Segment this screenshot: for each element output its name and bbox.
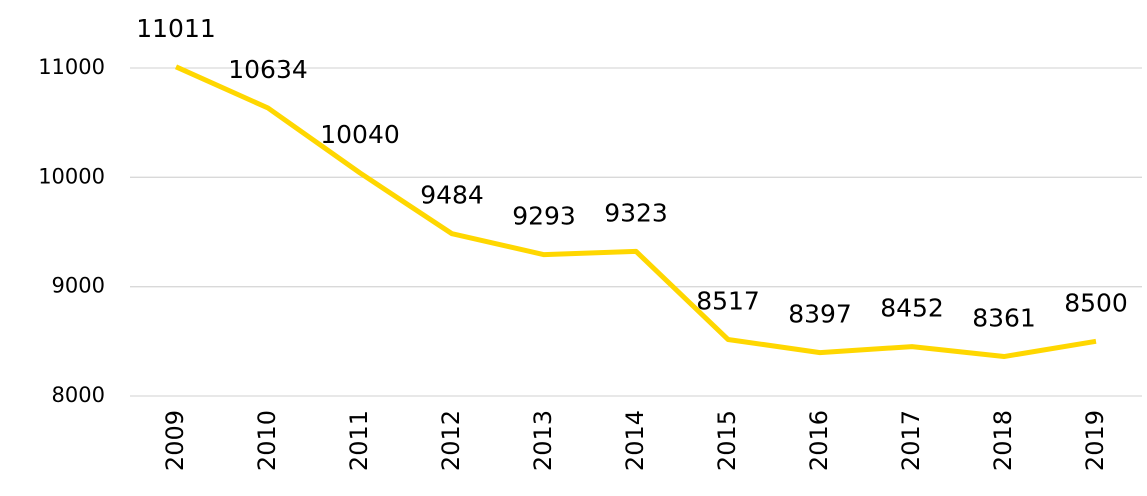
x-tick-label: 2009 — [161, 410, 189, 471]
data-label: 9323 — [604, 198, 668, 227]
data-label: 8500 — [1064, 288, 1128, 317]
x-tick-label: 2010 — [253, 410, 281, 471]
data-label: 8397 — [788, 300, 852, 329]
x-tick-label: 2014 — [621, 410, 649, 471]
data-label: 9293 — [512, 202, 576, 231]
x-tick-label: 2011 — [345, 410, 373, 471]
x-tick-label: 2019 — [1081, 410, 1109, 471]
data-label: 8361 — [972, 304, 1036, 333]
x-tick-label: 2015 — [713, 410, 741, 471]
x-tick-label: 2017 — [897, 410, 925, 471]
x-tick-label: 2018 — [989, 410, 1017, 471]
y-tick-label: 9000 — [52, 274, 105, 298]
x-tick-label: 2012 — [437, 410, 465, 471]
data-label: 11011 — [136, 14, 216, 43]
data-label: 10040 — [320, 120, 400, 149]
data-label: 8452 — [880, 294, 944, 323]
line-series — [174, 64, 1097, 360]
data-label: 10634 — [228, 55, 308, 84]
x-tick-label: 2013 — [529, 410, 557, 471]
data-label: 8517 — [696, 286, 760, 315]
y-tick-label: 11000 — [38, 55, 105, 79]
data-label: 9484 — [420, 181, 484, 210]
x-tick-label: 2016 — [805, 410, 833, 471]
y-tick-label: 8000 — [52, 383, 105, 407]
y-tick-label: 10000 — [38, 164, 105, 188]
